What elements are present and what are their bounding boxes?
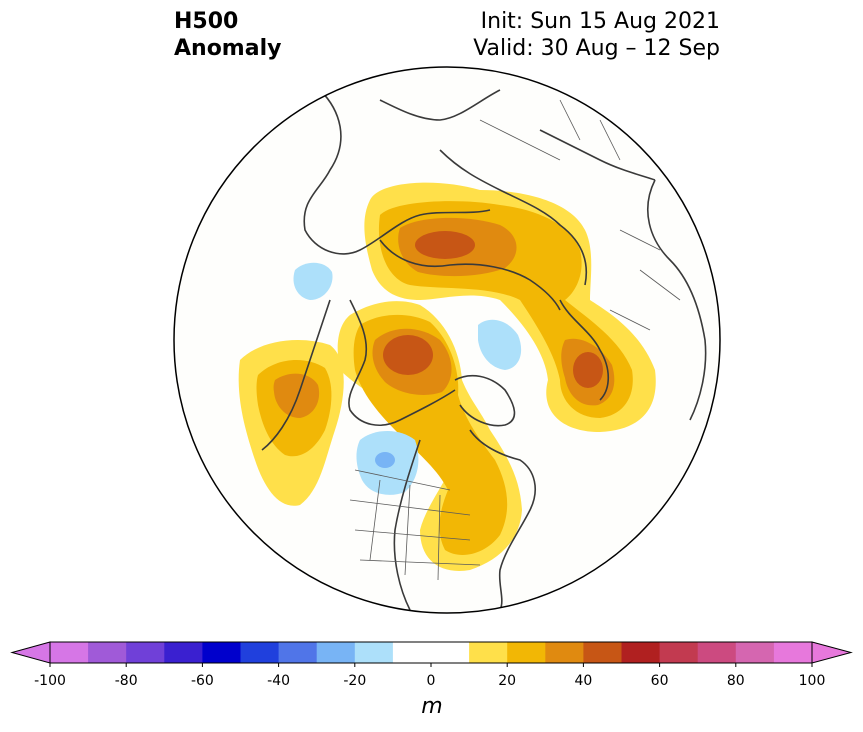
colorbar-tick-label: -60	[190, 673, 214, 689]
colorbar-tick-label: 100	[798, 673, 826, 689]
colorbar-tick-label: 0	[426, 673, 436, 689]
colorbar-bin	[507, 642, 546, 663]
colorbar-bin	[240, 642, 280, 663]
colorbar-tick-label: -40	[267, 673, 291, 689]
colorbar-tick-label: -20	[343, 673, 367, 689]
political-borders	[349, 99, 681, 581]
colorbar	[10, 641, 853, 667]
init-time: Init: Sun 15 Aug 2021	[480, 9, 720, 34]
colorbar-bin	[88, 642, 127, 663]
colorbar-unit: m	[421, 694, 443, 719]
map-title: H500 Anomaly	[174, 8, 281, 62]
colorbar-tick-label: 80	[726, 673, 745, 689]
colorbar-bin	[354, 642, 394, 663]
colorbar-bin	[202, 642, 241, 663]
colorbar-bin	[278, 642, 318, 663]
colorbar-bin	[126, 642, 165, 663]
colorbar-bin	[545, 642, 584, 663]
colorbar-tick-label: -100	[34, 673, 66, 689]
colorbar-bin	[659, 642, 699, 663]
title-line-1: H500	[174, 9, 239, 34]
colorbar-bin	[50, 642, 89, 663]
colorbar-bin	[773, 642, 813, 663]
anomaly-neg-20-30	[375, 452, 395, 468]
colorbar-bin	[697, 642, 737, 663]
map-disc	[174, 67, 720, 613]
anomaly-40-50	[383, 231, 603, 388]
colorbar-bin	[621, 642, 661, 663]
colorbar-bin	[164, 642, 203, 663]
colorbar-bin	[431, 642, 470, 663]
coastlines	[261, 89, 707, 611]
colorbar-tick-label: 60	[650, 673, 669, 689]
colorbar-bin	[316, 642, 356, 663]
title-line-2: Anomaly	[174, 36, 282, 61]
colorbar-bin	[469, 642, 508, 663]
valid-times: Init: Sun 15 Aug 2021 Valid: 30 Aug – 12…	[473, 8, 720, 62]
colorbar-tick-label: 40	[574, 673, 593, 689]
colorbar-bin	[735, 642, 775, 663]
colorbar-bin	[583, 642, 622, 663]
colorbar-extend-min	[10, 641, 51, 664]
map-boundary	[173, 66, 721, 614]
colorbar-bin	[392, 642, 432, 663]
colorbar-tick-label: -80	[114, 673, 138, 689]
valid-period: Valid: 30 Aug – 12 Sep	[473, 36, 720, 61]
colorbar-tick-label: 20	[498, 673, 517, 689]
colorbar-extend-max	[811, 641, 853, 664]
